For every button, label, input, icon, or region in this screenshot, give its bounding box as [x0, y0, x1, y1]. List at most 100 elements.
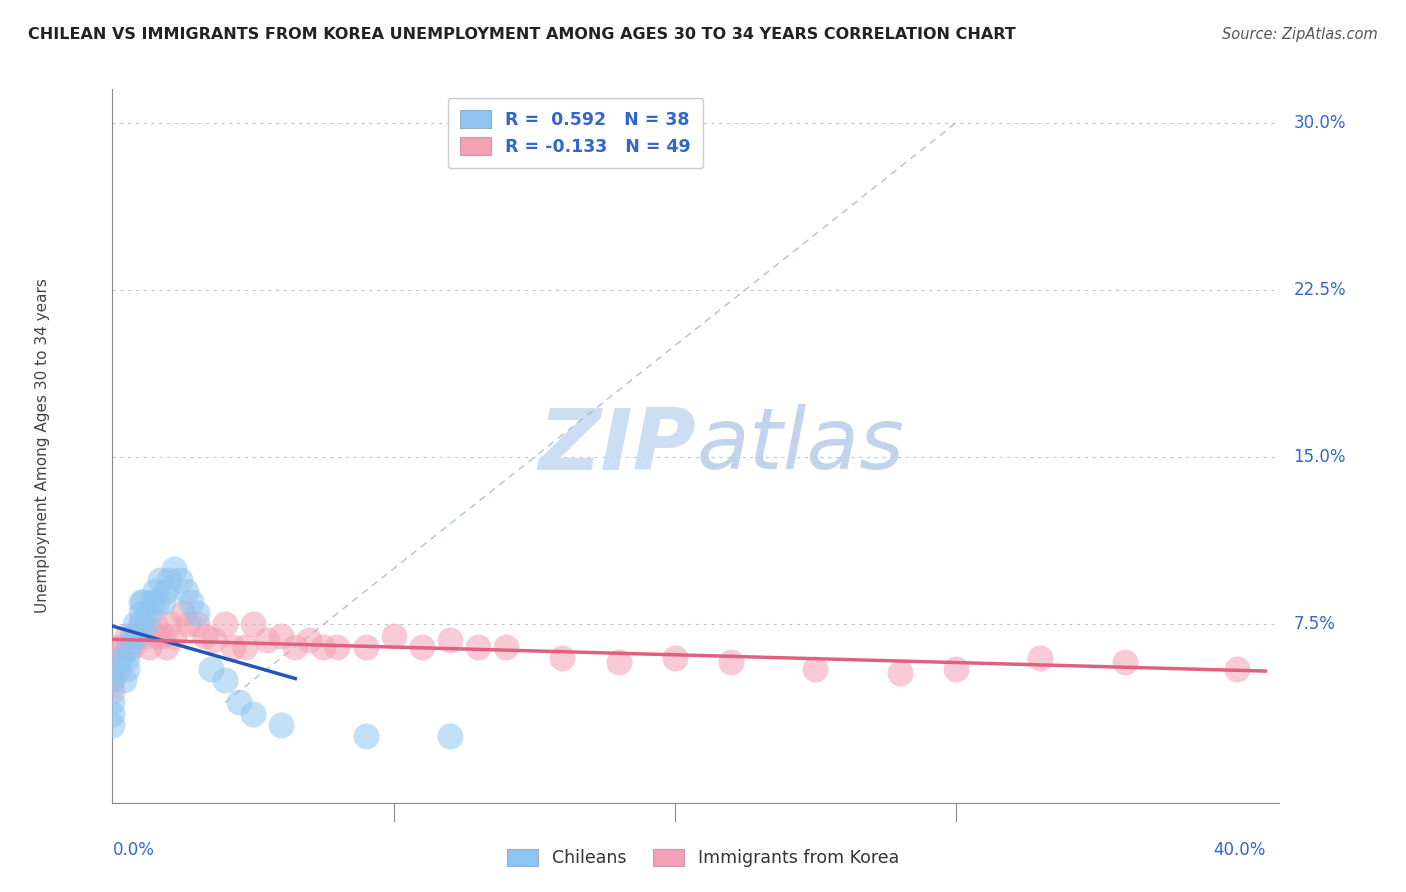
Point	[439, 633, 461, 648]
Text: 7.5%: 7.5%	[1294, 615, 1336, 633]
Point	[889, 666, 911, 681]
Point	[326, 640, 349, 654]
Point	[149, 573, 172, 587]
Point	[1114, 655, 1136, 669]
Point	[110, 640, 132, 654]
Point	[163, 628, 186, 642]
Point	[138, 640, 160, 654]
Point	[138, 607, 160, 621]
Point	[186, 607, 208, 621]
Point	[101, 696, 124, 710]
Point	[157, 573, 180, 587]
Point	[214, 673, 236, 687]
Point	[298, 633, 321, 648]
Point	[152, 628, 174, 642]
Point	[270, 628, 292, 642]
Point	[132, 595, 155, 609]
Point	[107, 662, 129, 676]
Point	[129, 617, 152, 632]
Point	[112, 673, 135, 687]
Point	[101, 673, 124, 687]
Point	[121, 628, 143, 642]
Point	[256, 633, 278, 648]
Point	[202, 633, 225, 648]
Point	[101, 662, 124, 676]
Point	[354, 640, 377, 654]
Point	[804, 662, 827, 676]
Point	[551, 651, 574, 665]
Point	[152, 595, 174, 609]
Text: ZIP: ZIP	[538, 404, 696, 488]
Point	[284, 640, 307, 654]
Point	[101, 640, 124, 654]
Text: CHILEAN VS IMMIGRANTS FROM KOREA UNEMPLOYMENT AMONG AGES 30 TO 34 YEARS CORRELAT: CHILEAN VS IMMIGRANTS FROM KOREA UNEMPLO…	[28, 27, 1017, 42]
Point	[177, 617, 200, 632]
Point	[101, 673, 124, 687]
Point	[124, 628, 146, 642]
Point	[439, 729, 461, 743]
Point	[143, 583, 166, 598]
Text: 15.0%: 15.0%	[1294, 448, 1346, 467]
Point	[101, 717, 124, 731]
Text: Source: ZipAtlas.com: Source: ZipAtlas.com	[1222, 27, 1378, 42]
Point	[157, 617, 180, 632]
Point	[146, 595, 169, 609]
Point	[129, 617, 152, 632]
Text: 30.0%: 30.0%	[1294, 113, 1346, 132]
Point	[214, 617, 236, 632]
Point	[118, 640, 141, 654]
Point	[467, 640, 489, 654]
Point	[155, 583, 177, 598]
Legend: Chileans, Immigrants from Korea: Chileans, Immigrants from Korea	[501, 842, 905, 874]
Point	[720, 655, 742, 669]
Point	[129, 607, 152, 621]
Point	[270, 717, 292, 731]
Point	[174, 583, 197, 598]
Text: atlas: atlas	[696, 404, 904, 488]
Point	[129, 595, 152, 609]
Point	[312, 640, 335, 654]
Point	[242, 617, 264, 632]
Point	[180, 595, 202, 609]
Point	[146, 628, 169, 642]
Point	[200, 662, 222, 676]
Point	[382, 628, 405, 642]
Point	[194, 628, 217, 642]
Text: 22.5%: 22.5%	[1294, 281, 1346, 299]
Point	[110, 651, 132, 665]
Point	[115, 651, 138, 665]
Point	[1226, 662, 1249, 676]
Point	[242, 706, 264, 721]
Point	[121, 640, 143, 654]
Point	[228, 696, 250, 710]
Point	[233, 640, 256, 654]
Point	[169, 573, 191, 587]
Point	[143, 617, 166, 632]
Point	[172, 607, 194, 621]
Text: Unemployment Among Ages 30 to 34 years: Unemployment Among Ages 30 to 34 years	[35, 278, 51, 614]
Point	[101, 684, 124, 698]
Point	[115, 628, 138, 642]
Point	[101, 706, 124, 721]
Text: 0.0%: 0.0%	[112, 840, 155, 859]
Point	[141, 595, 163, 609]
Point	[495, 640, 517, 654]
Point	[411, 640, 433, 654]
Point	[127, 628, 149, 642]
Point	[101, 651, 124, 665]
Point	[945, 662, 967, 676]
Point	[135, 617, 157, 632]
Point	[664, 651, 686, 665]
Point	[124, 617, 146, 632]
Point	[163, 562, 186, 576]
Text: 40.0%: 40.0%	[1213, 840, 1265, 859]
Point	[607, 655, 630, 669]
Point	[155, 640, 177, 654]
Point	[1029, 651, 1052, 665]
Legend: R =  0.592   N = 38, R = -0.133   N = 49: R = 0.592 N = 38, R = -0.133 N = 49	[449, 98, 703, 169]
Point	[135, 628, 157, 642]
Point	[222, 640, 245, 654]
Point	[186, 617, 208, 632]
Point	[354, 729, 377, 743]
Point	[115, 662, 138, 676]
